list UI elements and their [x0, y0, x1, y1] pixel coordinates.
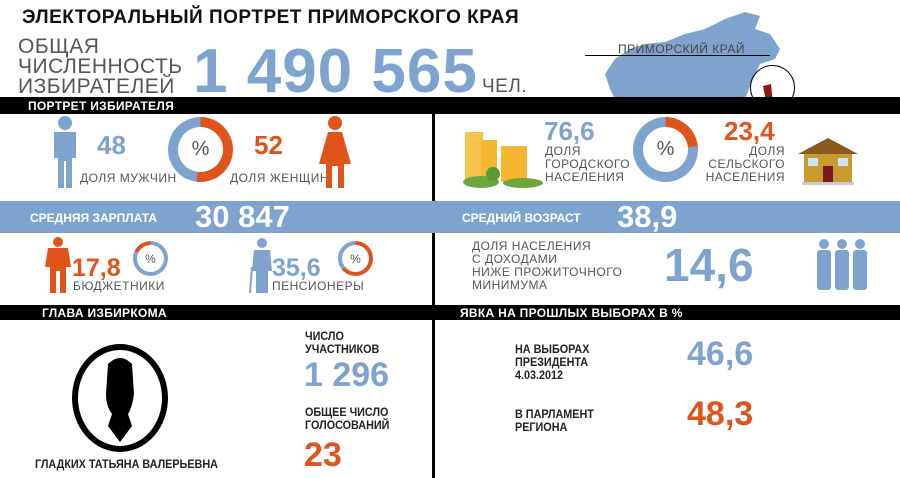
- men-share-label: ДОЛЯ МУЖЧИН: [80, 171, 177, 185]
- label-line: В ПАРЛАМЕНТ: [515, 407, 594, 421]
- label-line: С ДОХОДАМИ: [472, 252, 558, 266]
- salary-label: СРЕДНЯЯ ЗАРПЛАТА: [30, 211, 158, 225]
- voters-unit: ЧЕЛ.: [482, 76, 528, 97]
- label-line: РЕГИОНА: [515, 420, 568, 434]
- parliament-turnout-value: 48,3: [687, 395, 754, 433]
- vertical-divider: [432, 114, 435, 478]
- worker-icon: [45, 237, 71, 293]
- section-title-portrait: ПОРТРЕТ ИЗБИРАТЕЛЯ: [28, 99, 174, 113]
- pensioners-value: 35,6: [272, 254, 321, 282]
- label-line: ЧИСЛО: [305, 329, 344, 343]
- participants-label: ЧИСЛО УЧАСТНИКОВ: [305, 330, 379, 356]
- label-line: НА ВЫБОРАХ: [515, 342, 590, 356]
- woman-icon: [319, 116, 351, 188]
- rural-share-label: ДОЛЯ СЕЛЬСКОГО НАСЕЛЕНИЯ: [705, 145, 785, 184]
- voters-label-line: ИЗБИРАТЕЛЕЙ: [18, 75, 175, 98]
- page-title: ЭЛЕКТОРАЛЬНЫЙ ПОРТРЕТ ПРИМОРСКОГО КРАЯ: [22, 7, 520, 28]
- percent-symbol: %: [643, 127, 688, 172]
- voters-label-line: ОБЩАЯ: [18, 35, 100, 58]
- map-pointer-line: [585, 55, 770, 56]
- votes-value: 23: [304, 436, 342, 474]
- label-line: ДОЛЯ НАСЕЛЕНИЯ: [472, 239, 592, 253]
- salary-value: 30 847: [195, 199, 290, 234]
- label-line: ГОЛОСОВАНИЙ: [305, 418, 390, 432]
- stats-band: [0, 201, 900, 233]
- city-buildings-icon: [463, 132, 543, 188]
- label-line: ДОЛЯ: [749, 144, 785, 158]
- women-share-value: 52: [254, 130, 283, 160]
- votes-label: ОБЩЕЕ ЧИСЛО ГОЛОСОВАНИЙ: [305, 406, 389, 432]
- label-line: 4.03.2012: [515, 368, 564, 382]
- urban-share-value: 76,6: [544, 116, 595, 146]
- voters-value: 1 490 565: [193, 37, 478, 106]
- men-share-value: 48: [97, 130, 126, 160]
- percent-symbol: %: [342, 245, 369, 272]
- voters-label-line: ЧИСЛЕННОСТЬ: [18, 55, 183, 78]
- rural-share-value: 23,4: [724, 116, 775, 146]
- percent-symbol: %: [137, 245, 164, 272]
- section-title-head: ГЛАВА ИЗБИРКОМА: [42, 306, 167, 320]
- urban-share-label: ДОЛЯ ГОРОДСКОГО НАСЕЛЕНИЯ: [545, 145, 630, 184]
- map-label: ПРИМОРСКИЙ КРАЙ: [618, 42, 746, 56]
- label-line: ДОЛЯ: [545, 144, 581, 158]
- label-line: УЧАСТНИКОВ: [305, 342, 380, 356]
- women-share-label: ДОЛЯ ЖЕНЩИН: [230, 171, 329, 185]
- age-value: 38,9: [617, 199, 678, 234]
- pensioners-label: ПЕНСИОНЕРЫ: [272, 279, 365, 293]
- poverty-value: 14,6: [664, 239, 754, 291]
- section-title-turnout: ЯВКА НА ПРОШЛЫХ ВЫБОРАХ В %: [460, 306, 683, 320]
- house-icon: [798, 138, 858, 185]
- participants-value: 1 296: [304, 356, 390, 394]
- label-line: ПРЕЗИДЕНТА: [515, 355, 589, 369]
- president-turnout-value: 46,6: [687, 335, 754, 373]
- pensioners-donut: %: [338, 241, 373, 276]
- public-sector-label: БЮДЖЕТНИКИ: [73, 279, 165, 293]
- gender-donut: %: [168, 117, 233, 182]
- age-label: СРЕДНИЙ ВОЗРАСТ: [462, 211, 581, 225]
- public-sector-value: 17,8: [72, 254, 121, 282]
- percent-symbol: %: [178, 127, 223, 172]
- label-line: МИНИМУМА: [472, 278, 548, 292]
- commission-head-name: ГЛАДКИХ ТАТЬЯНА ВАЛЕРЬЕВНА: [35, 457, 218, 471]
- man-icon: [54, 116, 76, 188]
- label-line: НИЖЕ ПРОЖИТОЧНОГО: [472, 265, 623, 279]
- urban-donut: %: [633, 117, 698, 182]
- voters-label: ОБЩАЯ ЧИСЛЕННОСТЬ ИЗБИРАТЕЛЕЙ: [18, 35, 183, 98]
- label-line: НАСЕЛЕНИЯ: [545, 170, 625, 184]
- poverty-label: ДОЛЯ НАСЕЛЕНИЯ С ДОХОДАМИ НИЖЕ ПРОЖИТОЧНОГ…: [472, 240, 622, 292]
- elderly-people-icon: [817, 239, 867, 290]
- parliament-turnout-label: В ПАРЛАМЕНТ РЕГИОНА: [515, 408, 594, 434]
- public-sector-donut: %: [133, 241, 168, 276]
- label-line: ГОРОДСКОГО: [545, 157, 631, 171]
- section-bar-bottom: [0, 305, 900, 320]
- pensioner-icon: [249, 238, 272, 293]
- label-line: СЕЛЬСКОГО: [708, 157, 785, 171]
- president-turnout-label: НА ВЫБОРАХ ПРЕЗИДЕНТА 4.03.2012: [515, 343, 589, 382]
- section-bar-portrait: [0, 97, 900, 114]
- person-silhouette-icon: [72, 344, 168, 452]
- label-line: ОБЩЕЕ ЧИСЛО: [305, 405, 389, 419]
- label-line: НАСЕЛЕНИЯ: [705, 170, 785, 184]
